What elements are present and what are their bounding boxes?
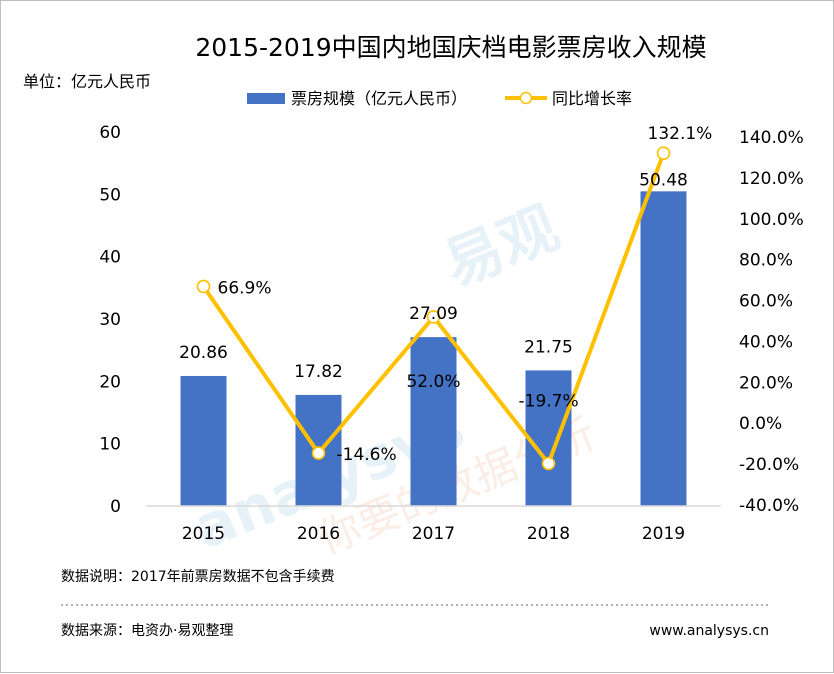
legend-line-marker: [519, 91, 533, 105]
right-tick-label: 40.0%: [739, 332, 793, 352]
growth-value-label: 52.0%: [406, 372, 460, 392]
x-tick-label: 2017: [412, 524, 455, 544]
right-tick-label: 60.0%: [739, 292, 793, 312]
watermark-brand-cn: 易观: [435, 193, 568, 300]
legend: 票房规模（亿元人民币） 同比增长率: [247, 89, 632, 108]
growth-value-label: 66.9%: [218, 278, 272, 298]
growth-marker: [541, 456, 556, 471]
right-tick-label: 0.0%: [739, 414, 782, 434]
legend-line-label: 同比增长率: [552, 89, 632, 108]
right-tick-label: 100.0%: [739, 210, 804, 230]
legend-bar-swatch: [247, 93, 285, 104]
x-axis: 2015 2016 2017 2018 2019: [182, 524, 685, 544]
left-tick-label: 30: [99, 310, 121, 330]
x-tick-label: 2016: [297, 524, 340, 544]
unit-label: 单位：亿元人民币: [23, 72, 151, 91]
right-tick-label: -40.0%: [739, 496, 799, 516]
bar: [525, 370, 572, 506]
bar-value-label: 50.48: [639, 170, 688, 190]
growth-value-label: -19.7%: [519, 391, 579, 411]
growth-marker: [196, 279, 211, 294]
x-tick-label: 2018: [527, 524, 570, 544]
left-tick-label: 60: [99, 123, 121, 143]
growth-marker: [311, 446, 326, 460]
growth-marker: [426, 310, 441, 324]
bar-value-label: 21.75: [524, 337, 573, 357]
x-tick-label: 2015: [182, 524, 225, 544]
x-tick-label: 2019: [642, 524, 685, 544]
bar: [410, 337, 457, 506]
growth-value-label: -14.6%: [337, 445, 397, 465]
right-tick-label: 120.0%: [739, 169, 804, 189]
left-tick-label: 20: [99, 372, 121, 392]
bar-value-label: 17.82: [294, 362, 343, 382]
growth-value-label: 132.1%: [648, 124, 713, 144]
bar: [180, 375, 227, 506]
left-tick-label: 40: [99, 248, 121, 268]
left-axis: 0 10 20 30 40 50 60: [99, 123, 121, 517]
left-tick-label: 50: [99, 185, 121, 205]
right-tick-label: 20.0%: [739, 373, 793, 393]
right-tick-label: -20.0%: [739, 455, 799, 475]
bar: [640, 191, 687, 506]
bar-value-label: 20.86: [179, 343, 228, 363]
right-tick-label: 80.0%: [739, 251, 793, 271]
right-tick-label: 140.0%: [739, 128, 804, 148]
line-series: [196, 146, 671, 471]
right-axis: -40.0% -20.0% 0.0% 20.0% 40.0% 60.0% 80.0% 100.…: [739, 128, 804, 516]
growth-marker: [656, 146, 671, 160]
footer-url: www.analysys.cn: [649, 623, 769, 639]
chart-title: 2015-2019中国内地国庆档电影票房收入规模: [195, 33, 706, 62]
footer-note: 数据说明：2017年前票房数据不包含手续费: [61, 568, 335, 585]
footer-source: 数据来源：电资办·易观整理: [61, 623, 233, 639]
bar-value-label: 27.09: [409, 304, 458, 324]
left-tick-label: 0: [110, 497, 121, 517]
bar-series: [180, 191, 687, 506]
legend-bar-label: 票房规模（亿元人民币）: [291, 89, 467, 108]
left-tick-label: 10: [99, 435, 121, 455]
line-data-labels: 66.9% -14.6% 52.0% -19.7% 132.1%: [218, 124, 713, 465]
bar-data-labels: 20.86 17.82 27.09 21.75 50.48: [179, 170, 688, 382]
